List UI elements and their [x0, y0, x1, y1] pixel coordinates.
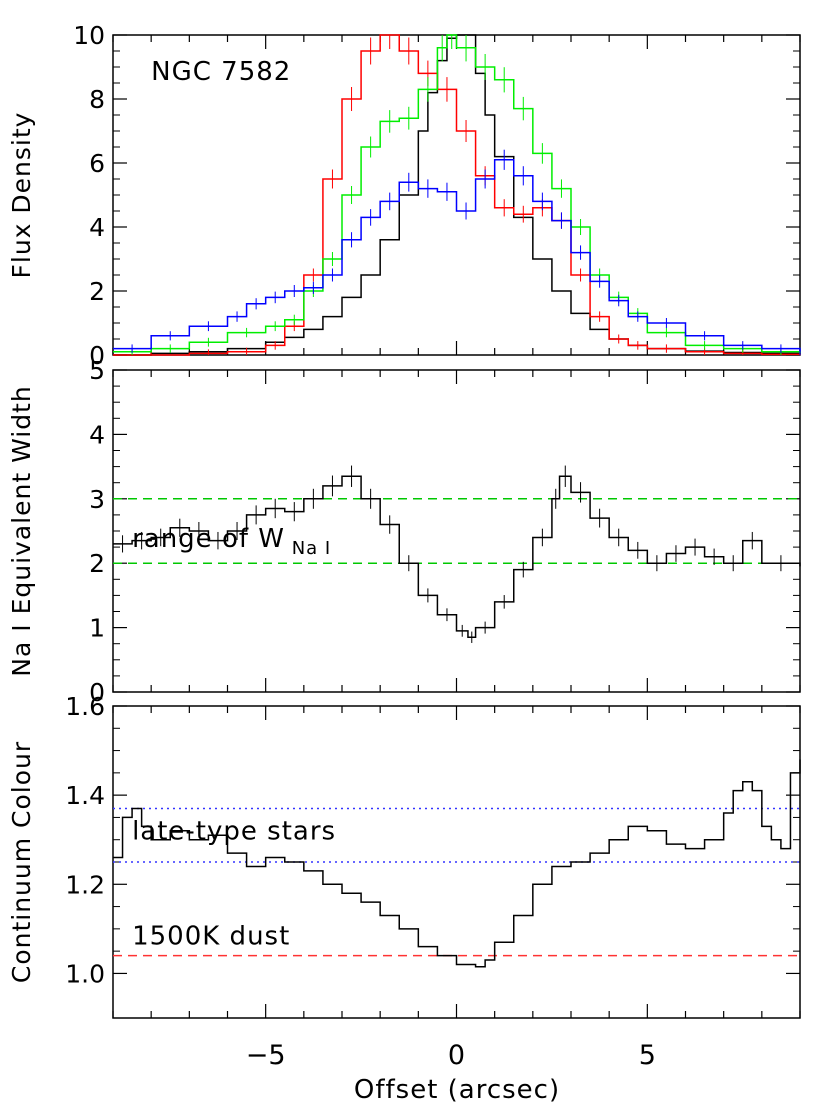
x-tick-label: 5 — [639, 1040, 656, 1071]
y-tick-label: 6 — [89, 149, 105, 178]
y-axis-label: Continuum Colour — [7, 741, 36, 983]
flux-density-panel: 0 2 4 6 8 10 Flux Density NGC 7582 — [7, 21, 801, 370]
x-axis-label: Offset (arcsec) — [354, 1075, 560, 1105]
y-tick-label: 2 — [89, 277, 105, 306]
y-axis-label: Na I Equivalent Width — [7, 385, 36, 676]
series-line — [113, 759, 801, 968]
y-tick-label: 5 — [89, 356, 105, 385]
x-tick-label: −5 — [246, 1040, 286, 1071]
annotation: 1500K dust — [132, 921, 290, 951]
x-tick-label: 0 — [448, 1040, 465, 1071]
y-tick-label: 1.6 — [65, 692, 105, 721]
y-tick-label: 8 — [89, 85, 105, 114]
data-series — [113, 149, 801, 355]
y-tick-label: 4 — [89, 213, 105, 242]
continuum-colour-panel: 1.0 1.2 1.4 1.6 Continuum Colour late-type st… — [7, 692, 801, 1071]
series-line — [113, 475, 801, 639]
annotation: range of W Na I — [132, 524, 331, 559]
y-tick-label: 1.0 — [65, 959, 105, 988]
y-tick-label: 0 — [89, 678, 105, 707]
series-line — [113, 34, 801, 354]
y-tick-label: 3 — [89, 485, 105, 514]
annotation: NGC 7582 — [151, 57, 291, 87]
series-line — [113, 34, 801, 356]
equivalent-width-panel: 0 1 2 3 4 5 Na I Equivalent Width range of W Na… — [7, 356, 801, 707]
y-tick-label: 10 — [73, 21, 105, 50]
data-series — [113, 465, 801, 643]
y-tick-label: 4 — [89, 420, 105, 449]
y-tick-label: 2 — [89, 549, 105, 578]
y-tick-label: 1 — [89, 614, 105, 643]
annotation: late-type stars — [132, 817, 336, 847]
y-tick-label: 0 — [89, 341, 105, 370]
y-tick-label: 1.2 — [65, 870, 105, 899]
data-series — [113, 759, 801, 968]
y-axis-label: Flux Density — [7, 112, 36, 279]
y-tick-label: 1.4 — [65, 781, 105, 810]
series-line — [113, 159, 801, 352]
